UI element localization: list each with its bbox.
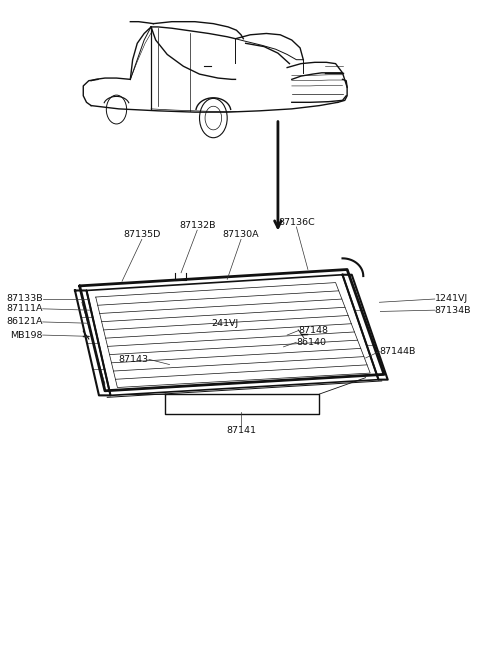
- Text: 87111A: 87111A: [6, 304, 43, 313]
- Text: 87133B: 87133B: [6, 294, 43, 304]
- Text: 87130A: 87130A: [223, 231, 259, 239]
- Text: 87132B: 87132B: [179, 221, 216, 230]
- Text: 87134B: 87134B: [435, 306, 471, 315]
- Text: 86140: 86140: [296, 338, 326, 347]
- Text: 87148: 87148: [299, 326, 329, 335]
- Text: 87143: 87143: [119, 355, 149, 364]
- Text: 86121A: 86121A: [6, 317, 43, 327]
- Text: 1241VJ: 1241VJ: [435, 294, 468, 304]
- Text: MB198: MB198: [10, 330, 43, 340]
- Text: 87141: 87141: [226, 426, 256, 434]
- Text: 87144B: 87144B: [379, 347, 416, 356]
- Text: 87135D: 87135D: [123, 231, 160, 239]
- Text: 241VJ: 241VJ: [211, 319, 239, 328]
- Text: 87136C: 87136C: [278, 218, 315, 227]
